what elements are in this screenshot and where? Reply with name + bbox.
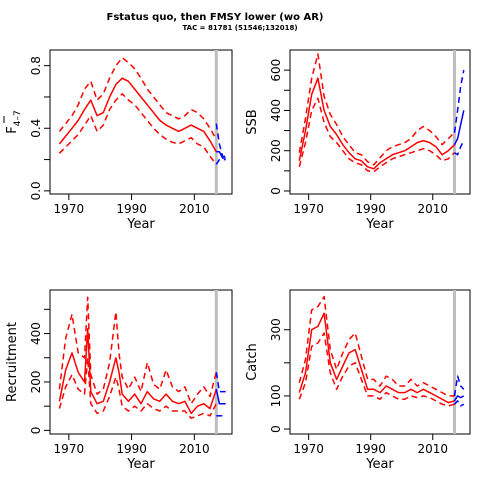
catch-projection-median [453,395,465,402]
catch-panel: 1970 1990 2010 0 100 300 Year Catch [245,289,471,472]
ssb-xtick-label: 1970 [293,202,324,216]
catch-xtick-label: 1970 [293,442,324,456]
ssb-panel: 1970 1990 2010 0 200 400 600 Year SSB [245,49,471,232]
fbar-xtick-label: 1970 [54,202,85,216]
recruitment-ytick-label: 0 [29,427,43,435]
recruitment-panel: 1970 1990 2010 0 200 400 Year Recruitment [5,289,233,472]
ssb-projection-upper-ci [453,69,465,133]
figure-subtitle: TAC = 81781 (51546;132018) [182,24,297,32]
fbar-projection-median [216,150,226,159]
ssb-xtick-label: 2010 [417,202,448,216]
ssb-historical-upper-ci [298,53,456,166]
catch-historical-upper-ci [298,295,455,397]
catch-xtick-label: 1990 [355,442,386,456]
catch-historical-median [298,312,455,404]
catch-xlabel: Year [365,457,394,472]
fbar-xlabel: Year [126,217,155,232]
catch-ytick-label: 100 [269,384,283,407]
fbar-historical-lower-ci [58,93,217,165]
recruitment-projection-upper-ci [215,372,226,393]
recruitment-xlabel: Year [126,457,155,472]
recruitment-ylabel: Recruitment [5,322,20,402]
recruitment-xtick-label: 1990 [116,442,147,456]
recruitment-historical-median [58,327,218,415]
fbar-ytick-label: 0.4 [29,119,43,138]
catch-plot-area [298,290,465,434]
catch-ylabel: Catch [245,343,260,381]
ssb-historical-median [298,77,456,170]
ssb-ytick-label: 200 [269,139,283,162]
fbar-ytick-label: 0.8 [29,56,43,75]
panels: 1970 1990 2010 0.0 0.4 0.8 Year F4–7 1970 1990 201… [3,49,471,472]
ssb-ytick-label: 400 [269,99,283,122]
fbar-ylabel-main: F [5,126,20,133]
recruitment-ytick-label: 200 [29,371,43,394]
fbar-plot-area [58,50,226,194]
fbar-projection-lower-ci [215,158,226,165]
fbar-ytick-label: 0.0 [29,181,43,200]
catch-historical-lower-ci [298,332,455,407]
ssb-xtick-label: 1990 [355,202,386,216]
catch-projection-lower-ci [453,400,465,407]
fbar-historical-median [58,77,217,153]
fbar-ylabel-sub: 4–7 [13,110,23,126]
fbar-panel: 1970 1990 2010 0.0 0.4 0.8 Year F4–7 [3,49,233,232]
fbar-xtick-label: 2010 [179,202,210,216]
fbar-xtick-label: 1990 [116,202,147,216]
ssb-ytick-label: 600 [269,59,283,82]
catch-ytick-label: 300 [269,318,283,341]
ssb-ytick-label: 0 [269,187,283,195]
ssb-historical-lower-ci [298,97,456,173]
recruitment-xtick-label: 2010 [179,442,210,456]
catch-plot-frame [289,289,471,435]
figure-title: Fstatus quo, then FMSY lower (wo AR) [107,12,324,23]
recruitment-xtick-label: 1970 [54,442,85,456]
catch-projection-upper-ci [453,375,465,397]
catch-ytick-label: 0 [269,425,283,433]
ssb-xlabel: Year [365,217,394,232]
ssb-ylabel: SSB [245,109,260,134]
catch-xtick-label: 2010 [417,442,448,456]
recruitment-historical-lower-ci [58,357,217,420]
recruitment-projection-median [215,389,226,405]
ssb-plot-frame [289,49,471,195]
recruitment-ytick-label: 400 [29,322,43,345]
fbar-historical-upper-ci [58,57,217,140]
ssb-plot-area [298,50,465,194]
fbar-ylabel: F4–7 [5,110,23,133]
fbar-plot-frame [49,49,233,195]
ssb-projection-median [453,110,465,146]
recruitment-plot-frame [49,289,233,435]
ssb-projection-lower-ci [454,140,465,156]
fbar-projection-upper-ci [215,123,226,158]
recruitment-historical-upper-ci [58,296,218,405]
recruitment-plot-area [58,290,226,434]
